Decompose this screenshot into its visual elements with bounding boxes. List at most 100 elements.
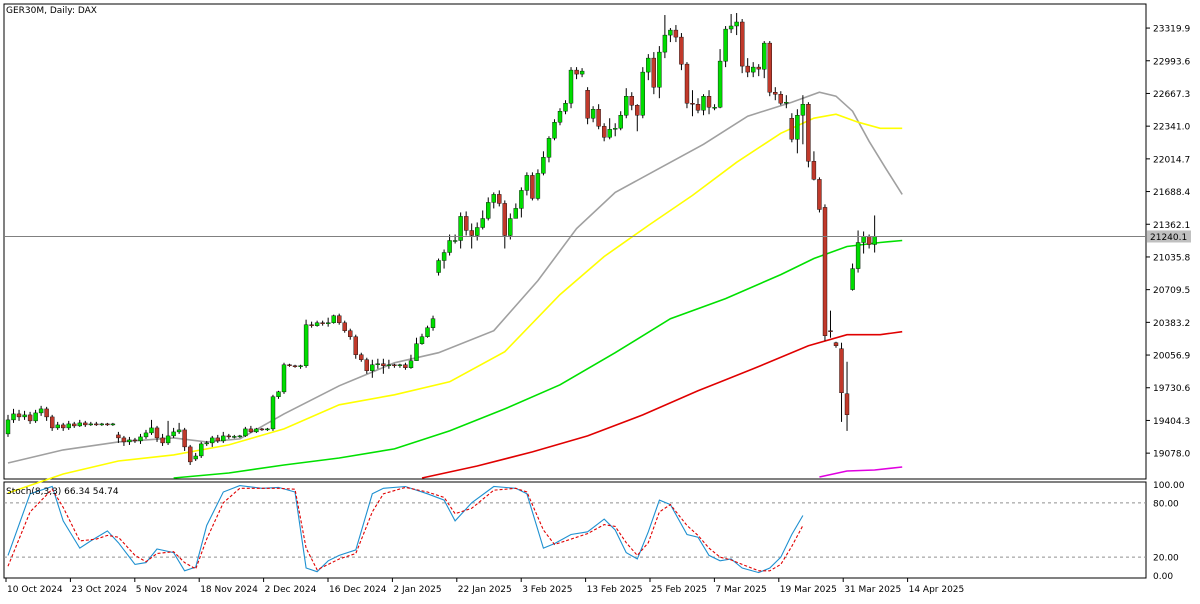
candle-body xyxy=(165,435,171,444)
chart-title: GER30M, Daily: DAX xyxy=(6,6,97,16)
date-tick-label: 25 Feb 2025 xyxy=(651,585,707,595)
candle-body xyxy=(568,69,574,104)
price-tick-label: 19730.6 xyxy=(1153,384,1190,394)
candle-body xyxy=(22,414,27,418)
stochastic-signal-line xyxy=(7,486,804,572)
candle-body xyxy=(657,51,662,88)
candle-body xyxy=(491,194,496,203)
candle-body xyxy=(712,106,717,109)
candle-body xyxy=(121,437,127,443)
main-panel-frame xyxy=(3,3,1147,480)
candle-body xyxy=(502,203,507,236)
candle-body xyxy=(83,422,88,426)
candle-body xyxy=(789,117,794,140)
candle-body xyxy=(596,108,601,127)
candle-body xyxy=(375,363,380,365)
candle-body xyxy=(629,95,634,106)
candle-body xyxy=(204,442,209,445)
candle-body xyxy=(138,436,143,442)
candle-body xyxy=(66,423,71,429)
date-tick-label: 18 Nov 2024 xyxy=(200,585,258,595)
candle-body xyxy=(221,435,226,442)
candle-body xyxy=(695,103,701,111)
candle-body xyxy=(342,322,347,331)
candle-body xyxy=(530,175,535,199)
candle-body xyxy=(16,413,22,418)
candle-body xyxy=(11,413,16,421)
candle-body xyxy=(287,364,292,366)
price-tick-label: 21035.8 xyxy=(1153,253,1190,263)
candle-body xyxy=(397,364,403,366)
candle-body xyxy=(215,437,221,442)
candle-body xyxy=(607,129,612,138)
date-tick-label: 7 Mar 2025 xyxy=(715,585,766,595)
candle-body xyxy=(127,439,132,443)
candle-body xyxy=(110,423,116,426)
candle-body xyxy=(618,114,623,129)
candle-body xyxy=(88,423,94,426)
candle-body xyxy=(182,429,187,448)
candle-body xyxy=(767,42,772,93)
candle-body xyxy=(309,324,314,326)
candle-body xyxy=(337,315,342,323)
candle-body xyxy=(613,128,618,130)
price-tick-label: 19078.0 xyxy=(1153,450,1190,460)
price-tick-label: 20056.9 xyxy=(1153,352,1190,362)
price-tick-label: 22014.7 xyxy=(1153,155,1190,165)
candle-body xyxy=(662,34,668,53)
candle-body xyxy=(646,57,651,73)
candle-body xyxy=(38,408,44,414)
candle-body xyxy=(563,102,568,112)
candle-body xyxy=(176,429,182,433)
candle-body xyxy=(94,423,99,426)
candle-body xyxy=(480,218,485,228)
candle-body xyxy=(364,359,369,371)
candle-body xyxy=(497,194,502,204)
candle-body xyxy=(441,252,447,261)
candle-body xyxy=(464,216,469,231)
price-tick-label: 22993.6 xyxy=(1153,57,1190,67)
stochastic-tick-label: 100.00 xyxy=(1153,481,1185,491)
price-tick-label: 21362.1 xyxy=(1153,221,1190,231)
candle-body xyxy=(348,330,353,337)
candle-body xyxy=(756,66,761,70)
candle-body xyxy=(392,364,397,366)
candle-body xyxy=(116,434,121,439)
candle-body xyxy=(723,28,728,62)
date-tick-label: 14 Apr 2025 xyxy=(909,585,965,595)
candle-body xyxy=(602,126,607,138)
candle-body xyxy=(326,322,331,324)
candle-body xyxy=(303,324,309,367)
candle-body xyxy=(452,240,458,242)
candle-body xyxy=(679,36,684,65)
candle-body xyxy=(193,455,198,460)
candle-body xyxy=(552,121,557,139)
candle-body xyxy=(574,69,579,75)
candle-body xyxy=(524,175,530,191)
candle-body xyxy=(706,95,712,108)
candle-body xyxy=(635,104,640,116)
candle-body xyxy=(33,412,38,422)
stochastic-title: Stoch(8,3,3) 66.34 54.74 xyxy=(6,487,119,497)
candle-body xyxy=(469,230,474,236)
moving-average-line-2 xyxy=(173,239,903,479)
candle-body xyxy=(458,216,463,241)
candle-body xyxy=(50,416,55,429)
candle-body xyxy=(773,91,778,95)
candle-body xyxy=(447,240,452,253)
candle-body xyxy=(298,365,303,367)
candle-body xyxy=(61,424,66,429)
candle-body xyxy=(149,427,154,434)
candle-body xyxy=(872,236,877,245)
candle-body xyxy=(353,336,358,355)
price-tick-label: 20709.5 xyxy=(1153,286,1190,296)
candle-body xyxy=(557,110,563,123)
stochastic-tick-label: 0.00 xyxy=(1153,572,1173,582)
price-tick-label: 23319.9 xyxy=(1153,25,1190,35)
candle-body xyxy=(171,431,176,437)
candle-body xyxy=(844,393,850,415)
candle-body xyxy=(762,42,767,70)
date-tick-label: 10 Oct 2024 xyxy=(7,585,63,595)
price-tick-label: 21688.4 xyxy=(1153,188,1190,198)
